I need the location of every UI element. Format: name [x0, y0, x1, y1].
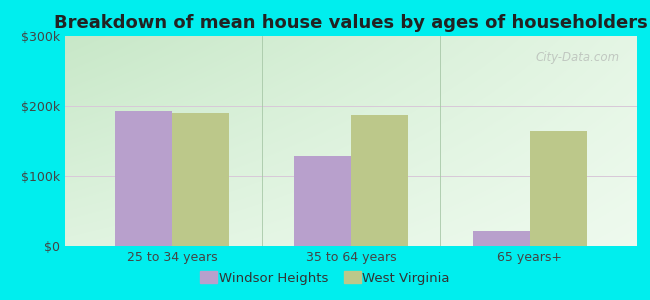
Bar: [530, 130, 587, 246]
Bar: [294, 156, 351, 246]
Bar: [473, 231, 530, 246]
Bar: [115, 111, 172, 246]
Title: Breakdown of mean house values by ages of householders: Breakdown of mean house values by ages o…: [54, 14, 648, 32]
Text: City-Data.com: City-Data.com: [536, 51, 620, 64]
Legend: Windsor Heights, West Virginia: Windsor Heights, West Virginia: [195, 267, 455, 290]
Bar: [351, 115, 408, 246]
Bar: [172, 113, 229, 246]
